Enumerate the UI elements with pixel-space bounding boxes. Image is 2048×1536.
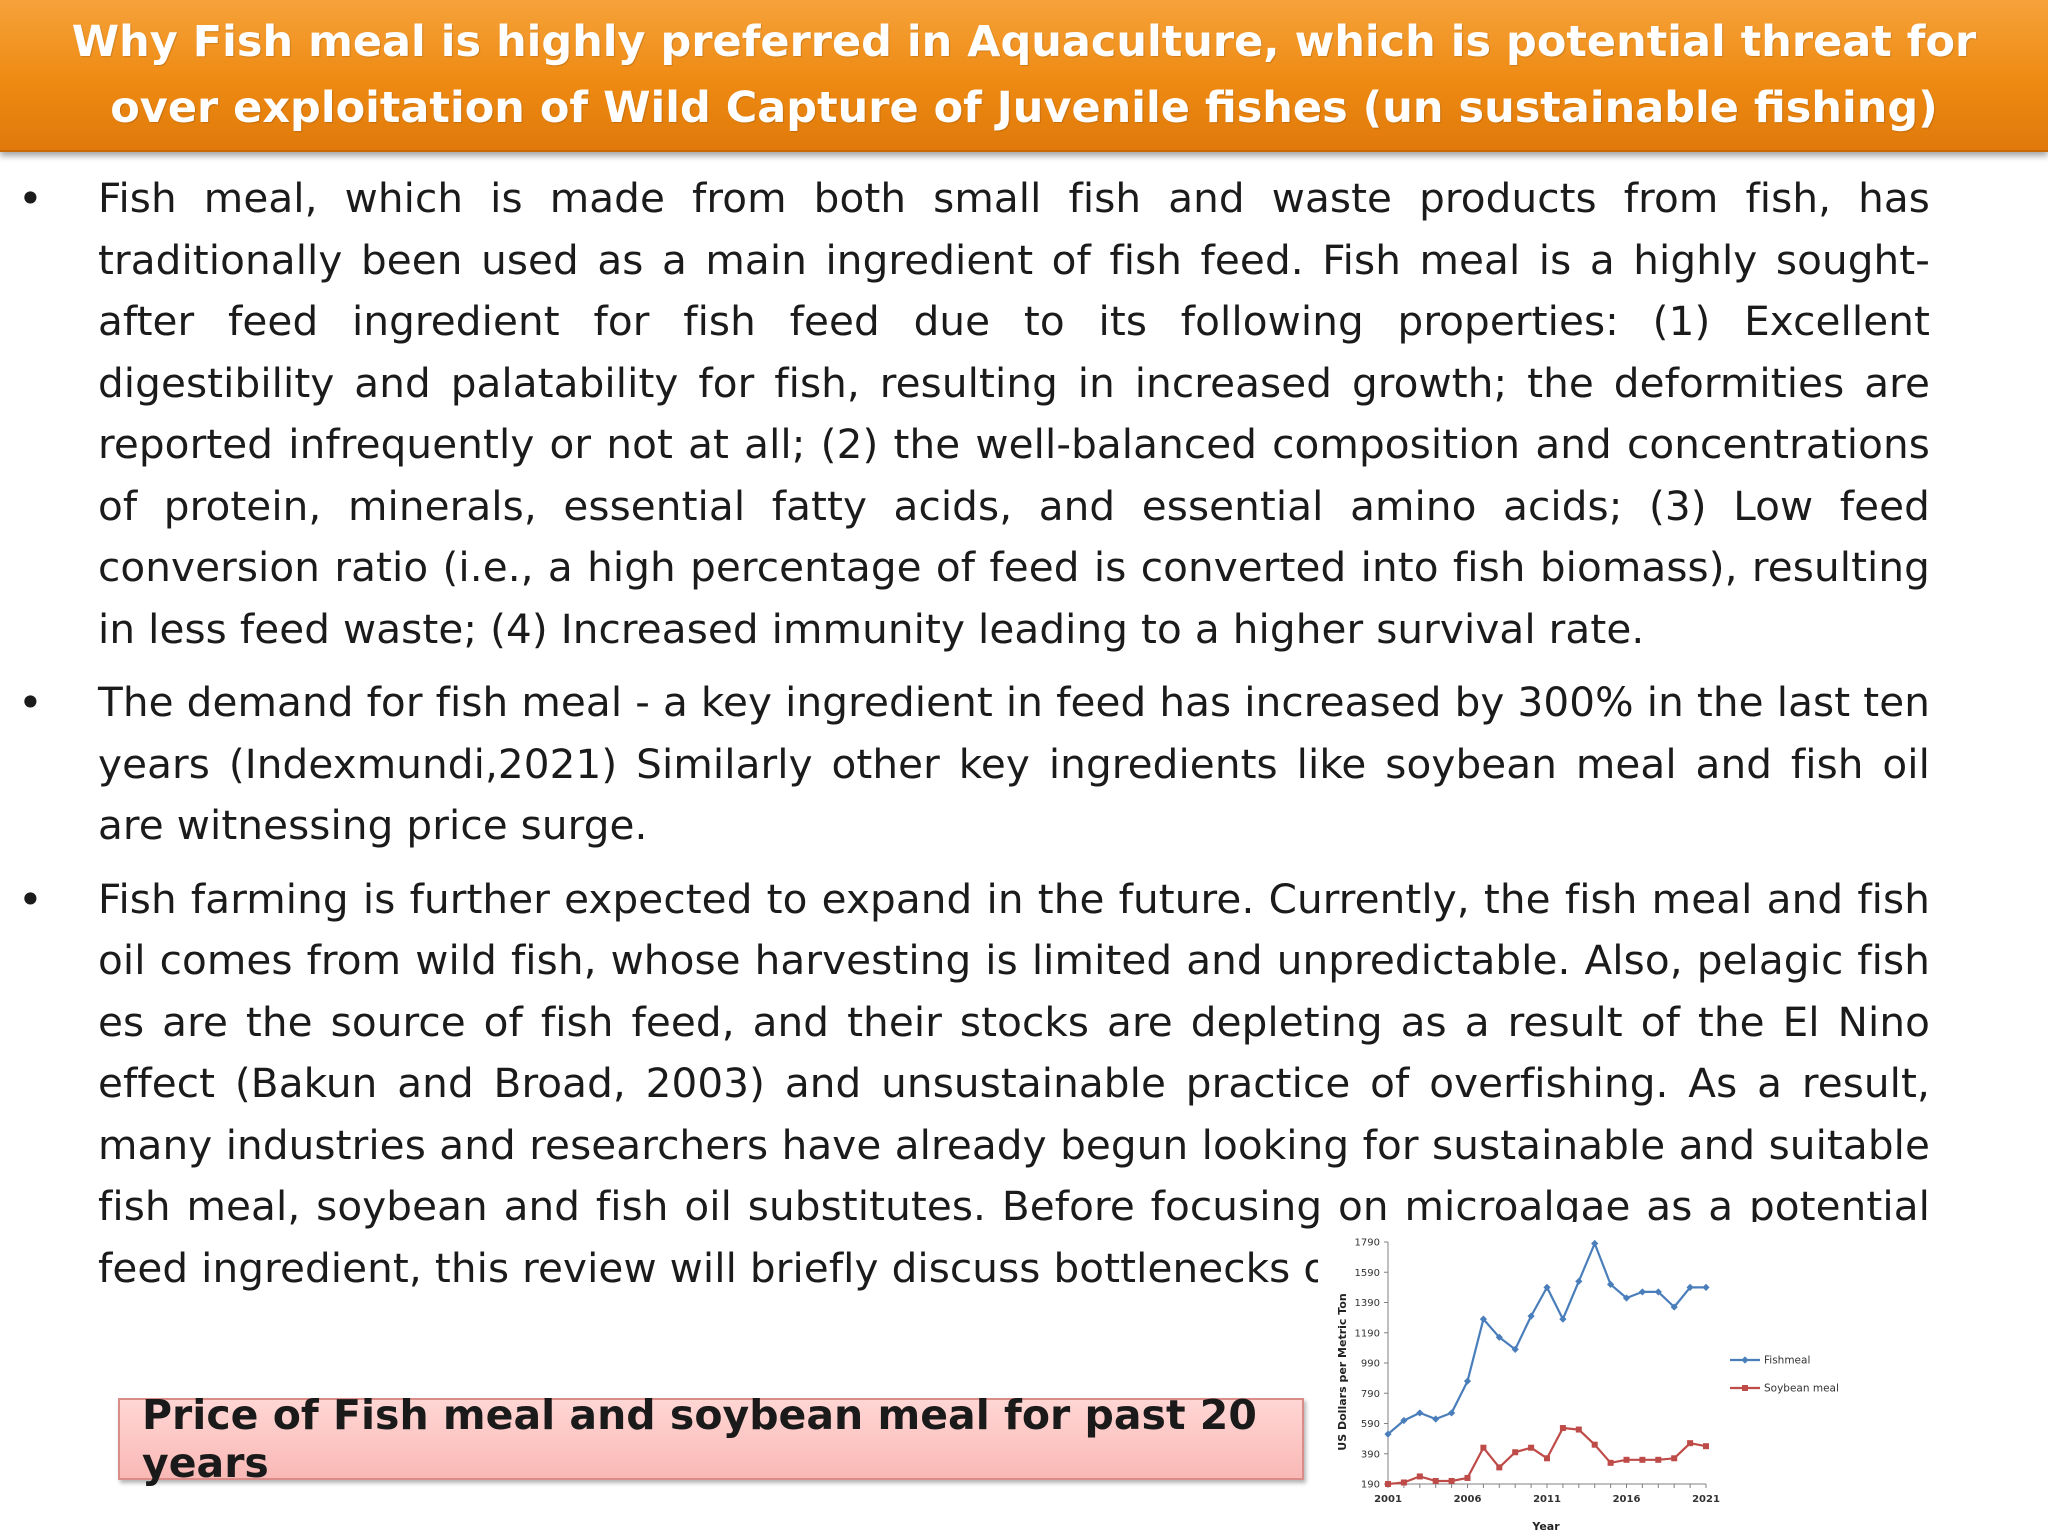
- data-point: [1655, 1456, 1662, 1463]
- data-point: [1559, 1425, 1566, 1432]
- data-point: [1639, 1456, 1646, 1463]
- data-point: [1479, 1315, 1487, 1323]
- price-chart: US Dollars per Metric Ton Year 190 390 590…: [1318, 1222, 1878, 1536]
- data-point: [1511, 1345, 1519, 1353]
- legend-swatch-marker: [1742, 1385, 1748, 1391]
- y-tick-label: 1590: [1355, 1268, 1380, 1279]
- chart-caption-box: Price of Fish meal and soybean meal for …: [118, 1391, 1304, 1487]
- data-point: [1512, 1449, 1519, 1456]
- data-point: [1400, 1416, 1408, 1425]
- bullet-item: • Fish meal, which is made from both sma…: [0, 168, 1930, 660]
- x-tick-label: 2001: [1374, 1494, 1402, 1505]
- series-fishmeal: [1384, 1239, 1710, 1438]
- bullet-marker: •: [18, 874, 43, 924]
- y-tick-label: 1190: [1355, 1328, 1380, 1339]
- x-tick-label: 2011: [1533, 1494, 1561, 1505]
- bullet-item: • The demand for fish meal - a key ingre…: [0, 672, 1930, 857]
- bullet-list: • Fish meal, which is made from both sma…: [0, 168, 2048, 1311]
- data-point: [1544, 1455, 1550, 1462]
- y-tick-label: 590: [1361, 1419, 1380, 1430]
- data-point: [1591, 1239, 1599, 1248]
- data-point: [1416, 1473, 1423, 1480]
- data-point: [1464, 1474, 1471, 1481]
- series-line: [1387, 1242, 1706, 1435]
- legend-label: Soybean meal: [1764, 1383, 1839, 1395]
- data-point: [1654, 1288, 1662, 1296]
- y-tick-label: 390: [1361, 1449, 1380, 1460]
- y-tick-label: 1790: [1355, 1238, 1380, 1249]
- data-point: [1432, 1477, 1439, 1484]
- chart-series-layer: [1384, 1239, 1710, 1487]
- title-banner: Why Fish meal is highly preferred in Aqu…: [0, 0, 2048, 152]
- data-point: [1686, 1283, 1694, 1291]
- data-point: [1687, 1440, 1694, 1447]
- legend-swatch-marker: [1741, 1356, 1749, 1364]
- slide-title: Why Fish meal is highly preferred in Aqu…: [71, 17, 1977, 133]
- bullet-marker: •: [18, 174, 43, 223]
- data-point: [1385, 1481, 1391, 1487]
- data-point: [1496, 1464, 1503, 1471]
- bullet-item: • Fish farming is further expected to ex…: [0, 869, 1930, 1300]
- bullet-marker: •: [18, 678, 43, 727]
- data-point: [1638, 1288, 1646, 1296]
- data-point: [1480, 1444, 1487, 1451]
- data-point: [1463, 1377, 1472, 1385]
- bullet-text-demand: The demand for fish meal - a key ingredi…: [98, 678, 1930, 849]
- x-tick-label: 2016: [1613, 1494, 1641, 1505]
- x-tick-label: 2021: [1692, 1494, 1720, 1505]
- price-chart-svg: US Dollars per Metric Ton Year 190 390 590…: [1336, 1238, 1839, 1534]
- bullet-text-fish-meal-properties: Fish meal, which is made from both small…: [98, 174, 1930, 653]
- data-point: [1432, 1415, 1440, 1423]
- bullet-text-fish-farming: Fish farming is further expected to expa…: [98, 874, 1930, 1292]
- y-tick-label: 1390: [1355, 1298, 1380, 1309]
- y-tick-label: 190: [1361, 1480, 1380, 1491]
- chart-axes: 190 390 590 790 990 1190 1390 1590 1790 2001 2006 2…: [1355, 1238, 1720, 1506]
- data-point: [1495, 1333, 1503, 1341]
- data-point: [1528, 1444, 1535, 1451]
- x-axis-label: Year: [1531, 1520, 1560, 1533]
- data-point: [1702, 1283, 1710, 1291]
- y-tick-label: 790: [1361, 1389, 1380, 1400]
- data-point: [1607, 1459, 1614, 1466]
- data-point: [1416, 1409, 1424, 1417]
- legend-item: Soybean meal: [1730, 1383, 1839, 1395]
- chart-legend: Fishmeal Soybean meal: [1730, 1355, 1839, 1395]
- data-point: [1575, 1277, 1583, 1285]
- data-point: [1448, 1477, 1455, 1484]
- data-point: [1703, 1443, 1709, 1450]
- x-tick-label: 2006: [1454, 1494, 1482, 1505]
- data-point: [1623, 1456, 1630, 1463]
- y-axis-label: US Dollars per Metric Ton: [1336, 1293, 1349, 1450]
- data-point: [1670, 1303, 1678, 1311]
- data-point: [1559, 1315, 1567, 1323]
- data-point: [1448, 1409, 1456, 1417]
- data-point: [1400, 1479, 1407, 1486]
- data-point: [1622, 1294, 1631, 1302]
- data-point: [1575, 1426, 1582, 1433]
- data-point: [1671, 1455, 1678, 1462]
- chart-caption: Price of Fish meal and soybean meal for …: [142, 1391, 1257, 1487]
- legend-item: Fishmeal: [1730, 1355, 1810, 1367]
- y-tick-label: 990: [1361, 1359, 1380, 1370]
- data-point: [1591, 1441, 1598, 1448]
- legend-label: Fishmeal: [1764, 1355, 1810, 1367]
- data-point: [1527, 1312, 1535, 1320]
- data-point: [1607, 1280, 1615, 1288]
- series-soybean-meal: [1385, 1425, 1709, 1487]
- data-point: [1384, 1430, 1392, 1438]
